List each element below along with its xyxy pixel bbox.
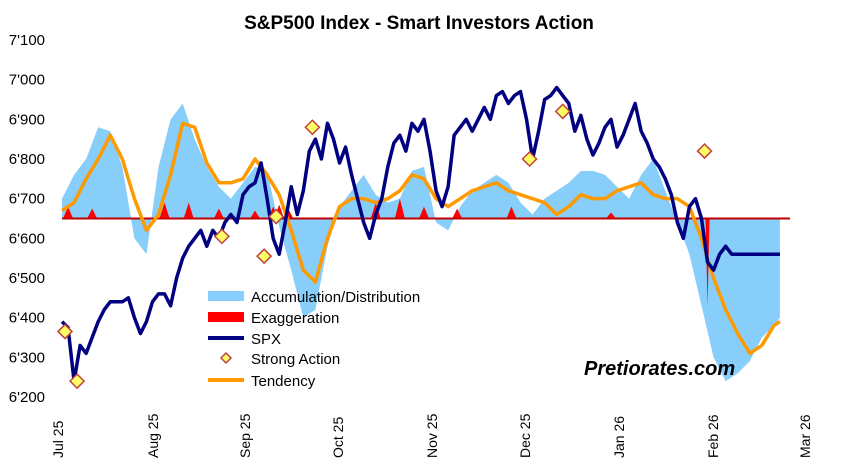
exaggeration-bar [183,202,194,219]
x-tick-label: Mar 26 [797,414,813,458]
y-tick-label: 6'900 [9,111,45,128]
y-axis: 7'100 7'000 6'900 6'800 6'700 6'600 6'500 6'400… [9,32,45,406]
exaggeration-bar [87,208,98,219]
y-tick-label: 7'100 [9,32,45,49]
exaggeration-bar [606,212,617,219]
x-tick-label: Oct 25 [330,417,346,458]
tendency-line [61,121,781,356]
y-tick-label: 6'400 [9,310,45,327]
exaggeration-bar [213,208,224,219]
tendency-series [61,121,781,356]
strong-action-marker [696,143,713,160]
strong-action-marker [213,228,230,245]
legend-label-tendency: Tendency [251,373,316,390]
exaggeration-bar [418,206,429,219]
x-tick-label: Aug 25 [145,413,161,458]
legend-swatch-strong-action [219,351,233,365]
x-tick-label: Nov 25 [424,413,440,458]
watermark: Pretiorates.com [584,358,735,380]
strong-action-marker [268,208,285,225]
x-tick-label: Jan 26 [611,416,627,458]
strong-action-marker [304,119,321,136]
y-tick-label: 7'000 [9,72,45,89]
strong-action-markers [56,103,713,390]
x-tick-label: Dec 25 [517,413,533,458]
exaggeration-bar [452,208,463,219]
spx-line [60,85,780,383]
legend: Accumulation/Distribution Exaggeration S… [208,289,420,390]
legend-label-exaggeration: Exaggeration [251,310,339,327]
y-tick-label: 6'300 [9,349,45,366]
legend-swatch-exaggeration [208,312,244,322]
exaggeration-bar [250,210,261,219]
y-tick-label: 6'200 [9,389,45,406]
strong-action-marker [256,248,273,265]
y-tick-label: 6'500 [9,270,45,287]
legend-label-strong-action: Strong Action [251,351,340,368]
y-tick-label: 6'800 [9,151,45,168]
accumulation-distribution-area [62,103,780,382]
x-axis: Jul 25 Aug 25 Sep 25 Oct 25 Nov 25 Dec 25 Jan … [50,413,813,458]
exaggeration-bar [63,206,74,219]
spx-series [60,85,780,383]
strong-action-marker [69,373,86,390]
strong-action-marker [521,150,538,168]
x-tick-label: Jul 25 [50,420,66,458]
chart-title: S&P500 Index - Smart Investors Action [244,13,594,34]
exaggeration-bar [159,202,170,219]
legend-swatch-accumulation [208,291,244,301]
exaggeration-bar [394,198,405,219]
x-tick-label: Sep 25 [237,413,253,458]
strong-action-marker [56,323,74,340]
y-tick-label: 6'600 [9,230,45,247]
strong-action-marker [554,103,571,120]
y-tick-label: 6'700 [9,191,45,208]
legend-label-accumulation: Accumulation/Distribution [251,289,420,306]
x-tick-label: Feb 26 [705,414,721,458]
exaggeration-bar [506,206,517,219]
exaggeration-bars [63,198,710,306]
legend-label-spx: SPX [251,331,281,348]
accumulation-area-shape [62,103,780,382]
